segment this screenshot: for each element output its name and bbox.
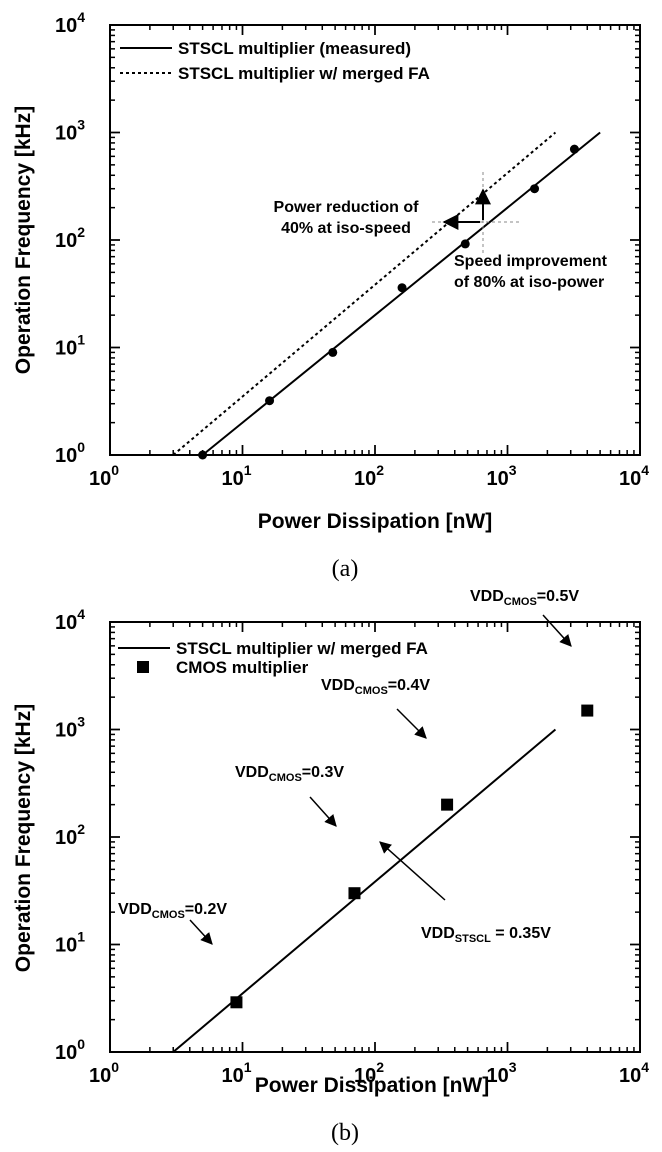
arrow-vdd-0.4v (396, 708, 427, 739)
data-point-square (581, 704, 594, 717)
series-line-dotted (172, 131, 557, 456)
annotation-vdd-0.2v: VDDCMOS=0.2V (118, 901, 227, 921)
arrow-vdd-0.3v (309, 796, 337, 827)
plot-frame (109, 621, 641, 1053)
annotation-vdd-0.5v: VDDCMOS=0.5V (470, 588, 579, 608)
panel-caption: (a) (332, 556, 359, 582)
chart-panel-a: 100 101 102 103 104 100 101 102 103 104 STSCL mu… (12, 9, 649, 582)
series-group (172, 131, 601, 460)
y-tick-label: 101 (55, 332, 85, 360)
x-tick-label: 100 (89, 1059, 119, 1087)
x-axis-title: Power Dissipation [nW] (258, 510, 493, 533)
arrow-vdd-0.5v (542, 614, 572, 647)
data-point (328, 347, 338, 357)
x-tick-label: 101 (221, 462, 251, 490)
data-point (460, 239, 470, 249)
x-tick-label: 103 (486, 462, 516, 490)
y-tick-label: 101 (55, 929, 85, 957)
legend-label: STSCL multiplier w/ merged FA (178, 64, 430, 83)
x-tick-label: 103 (486, 1059, 516, 1087)
annotation-power-reduction: 40% at iso-speed (281, 220, 411, 237)
x-tick-label: 102 (354, 462, 384, 490)
legend-swatch-square (137, 661, 149, 673)
legend-label: STSCL multiplier w/ merged FA (176, 639, 428, 658)
iso-guides (432, 172, 522, 255)
legend-label: STSCL multiplier (measured) (178, 39, 411, 58)
x-tick-labels: 100 101 102 103 104 (89, 462, 649, 490)
y-axis-title: Operation Frequency [kHz] (12, 704, 35, 972)
y-tick-label: 100 (55, 1036, 85, 1064)
arrow-vdd-stscl (379, 841, 446, 901)
axis-ticks (109, 24, 641, 456)
data-point (530, 184, 540, 194)
legend: STSCL multiplier (measured) STSCL multip… (120, 39, 430, 83)
y-tick-label: 104 (55, 9, 85, 37)
annotation-vdd-0.3v: VDDCMOS=0.3V (235, 764, 344, 784)
x-tick-labels: 100 101 102 103 104 (89, 1059, 649, 1087)
annotation-speed-improvement: Speed improvement (454, 253, 608, 270)
y-tick-label: 103 (55, 714, 85, 742)
data-point (265, 396, 275, 406)
x-tick-label: 100 (89, 462, 119, 490)
y-tick-label: 100 (55, 439, 85, 467)
plot-frame (109, 24, 641, 456)
data-point-square (348, 887, 361, 900)
y-tick-label: 104 (55, 606, 85, 634)
y-tick-label: 103 (55, 117, 85, 145)
data-point (198, 450, 208, 460)
x-tick-label: 102 (354, 1059, 384, 1087)
data-point-square (441, 798, 454, 811)
x-tick-label: 104 (619, 462, 649, 490)
data-point (397, 283, 407, 293)
x-tick-label: 101 (221, 1059, 251, 1087)
y-tick-labels: 100 101 102 103 104 (55, 9, 85, 467)
panel-caption: (b) (331, 1120, 359, 1146)
data-point (569, 144, 579, 154)
legend-label: CMOS multiplier (176, 658, 309, 677)
x-axis-title: Power Dissipation [nW] (255, 1074, 490, 1097)
annotation-vdd-stscl: VDDSTSCL = 0.35V (421, 925, 551, 945)
legend: STSCL multiplier w/ merged FA CMOS multi… (118, 639, 428, 677)
annotation-power-reduction: Power reduction of (274, 199, 420, 216)
y-tick-label: 102 (55, 821, 85, 849)
series-line-solid (201, 131, 601, 456)
arrow-vdd-0.2v (189, 919, 213, 945)
y-tick-labels: 100 101 102 103 104 (55, 606, 85, 1064)
x-tick-label: 104 (619, 1059, 649, 1087)
chart-panel-b: 100 101 102 103 104 100 101 102 103 104 STSCL mu… (12, 588, 649, 1146)
series-group (172, 704, 594, 1053)
data-point-square (230, 996, 243, 1009)
y-axis-title: Operation Frequency [kHz] (12, 106, 35, 374)
annotation-vdd-0.4v: VDDCMOS=0.4V (321, 677, 430, 697)
y-tick-label: 102 (55, 224, 85, 252)
annotation-speed-improvement: of 80% at iso-power (454, 274, 604, 291)
